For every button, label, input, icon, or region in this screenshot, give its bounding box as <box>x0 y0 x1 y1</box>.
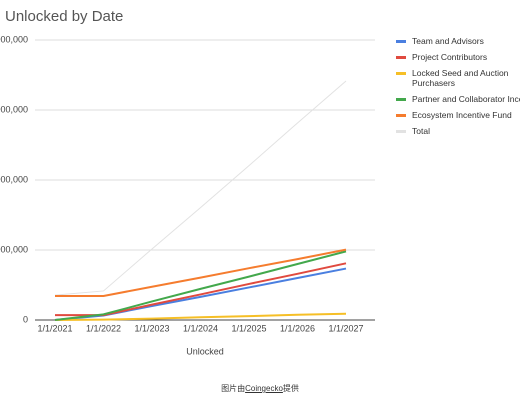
credit-text: 图片由 <box>221 384 246 393</box>
credit: 图片由Coingecko提供 <box>0 383 520 394</box>
legend-item: Total <box>396 126 520 136</box>
legend-label: Team and Advisors <box>412 36 484 46</box>
legend-swatch <box>396 56 406 59</box>
legend-label: Ecosystem Incentive Fund <box>412 110 512 120</box>
chart-title: Unlocked by Date <box>5 8 123 25</box>
legend-item: Locked Seed and Auction Purchasers <box>396 68 520 88</box>
x-tick-label: 1/1/2023 <box>134 323 169 333</box>
legend-swatch <box>396 40 406 43</box>
legend: Team and Advisors Project Contributors Loc… <box>396 36 520 142</box>
credit-text: 提供 <box>282 384 299 393</box>
legend-item: Team and Advisors <box>396 36 520 46</box>
legend-item: Ecosystem Incentive Fund <box>396 110 520 120</box>
x-tick-label: 1/1/2022 <box>86 323 121 333</box>
x-tick-label: 1/1/2027 <box>328 323 363 333</box>
legend-swatch <box>396 98 406 101</box>
series-line <box>55 248 347 297</box>
y-tick-label: 400,000,000 <box>0 174 28 184</box>
x-tick-label: 1/1/2024 <box>183 323 218 333</box>
legend-item: Partner and Collaborator Incentives <box>396 94 520 104</box>
chart: Unlocked by Date Unlocked 0 200,000,000 40… <box>0 8 375 356</box>
y-tick-label: 200,000,000 <box>0 244 28 254</box>
y-tick-label: 0 <box>23 314 28 324</box>
legend-swatch <box>396 72 406 75</box>
x-tick-label: 1/1/2025 <box>231 323 266 333</box>
y-tick-label: 600,000,000 <box>0 104 28 114</box>
legend-label: Total <box>412 126 430 136</box>
series-line <box>54 80 347 296</box>
x-tick-label: 1/1/2021 <box>37 323 72 333</box>
legend-swatch <box>396 114 406 117</box>
legend-label: Partner and Collaborator Incentives <box>412 94 520 104</box>
credit-link[interactable]: Coingecko <box>245 384 283 393</box>
x-tick-label: 1/1/2026 <box>280 323 315 333</box>
legend-swatch <box>396 130 406 133</box>
y-tick-label: 800,000,000 <box>0 34 28 44</box>
series-line <box>54 250 347 321</box>
legend-item: Project Contributors <box>396 52 520 62</box>
legend-label: Project Contributors <box>412 52 488 62</box>
series-line <box>54 312 347 321</box>
x-axis-label: Unlocked <box>186 346 224 356</box>
legend-label: Locked Seed and Auction Purchasers <box>412 68 509 88</box>
